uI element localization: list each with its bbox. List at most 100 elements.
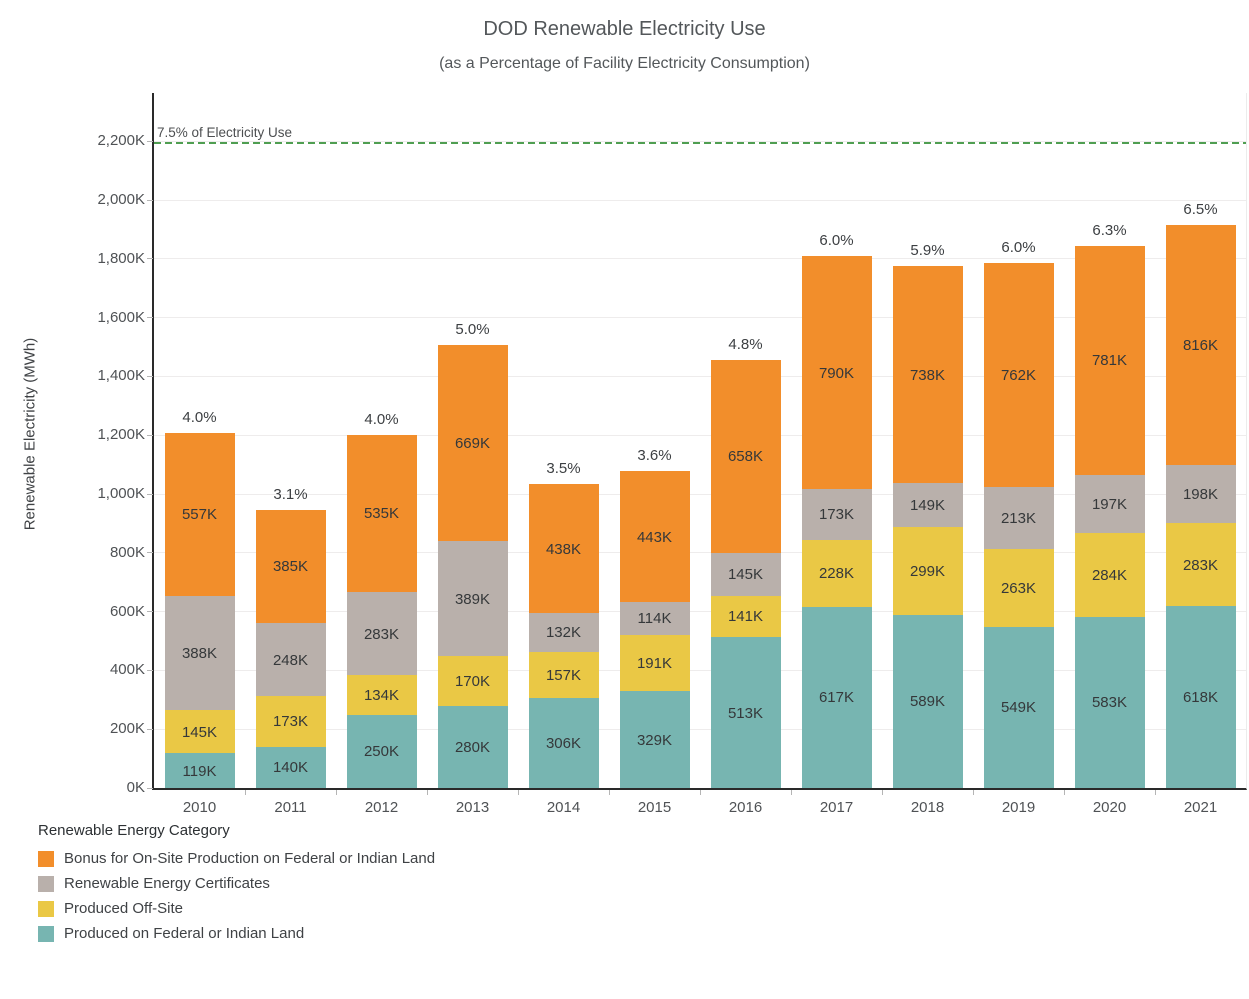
bar-segment[interactable]	[437, 344, 508, 542]
bar-segment[interactable]	[892, 483, 963, 527]
bar-segment[interactable]	[801, 539, 872, 607]
bar-segment[interactable]	[619, 635, 690, 692]
bar-segment[interactable]	[528, 613, 599, 652]
bar-segment[interactable]	[1074, 475, 1145, 534]
x-tick-label: 2020	[1092, 799, 1127, 816]
bar-segment[interactable]	[164, 596, 235, 711]
bar-segment[interactable]	[983, 262, 1054, 487]
bar-segment[interactable]	[346, 591, 417, 676]
bar-segment[interactable]	[710, 553, 781, 596]
x-axis-tick	[973, 790, 974, 795]
bar-segment[interactable]	[346, 675, 417, 715]
reference-line	[154, 141, 1246, 144]
bar-total-pct-label: 5.9%	[910, 242, 945, 260]
x-tick-label: 2013	[455, 799, 490, 816]
gridline	[154, 611, 1246, 613]
bar-segment[interactable]	[619, 471, 690, 602]
y-tick-label: 400K	[109, 661, 145, 679]
bar-segment[interactable]	[528, 484, 599, 614]
bar-segment[interactable]	[255, 695, 326, 747]
bar-segment[interactable]	[1165, 523, 1236, 607]
bar-segment[interactable]	[983, 626, 1054, 788]
bar-total-pct-label: 4.0%	[364, 410, 399, 428]
legend-swatch[interactable]	[38, 925, 54, 942]
bar-segment[interactable]	[346, 714, 417, 788]
bar-segment[interactable]	[892, 526, 963, 615]
x-tick-label: 2010	[182, 799, 217, 816]
bar-segment[interactable]	[528, 651, 599, 699]
gridline	[154, 199, 1246, 201]
legend-item[interactable]: Renewable Energy Certificates	[38, 871, 435, 896]
chart-title: DOD Renewable Electricity Use	[483, 18, 766, 40]
y-axis-title: Renewable Electricity (MWh)	[21, 337, 39, 531]
bar-segment[interactable]	[437, 541, 508, 656]
chart-subtitle: (as a Percentage of Facility Electricity…	[439, 55, 810, 72]
legend-item[interactable]: Produced on Federal or Indian Land	[38, 921, 435, 946]
gridline	[154, 669, 1246, 671]
bar-segment[interactable]	[164, 753, 235, 788]
y-axis-tick	[147, 611, 153, 613]
bar-segment[interactable]	[619, 601, 690, 636]
gridline	[154, 375, 1246, 377]
legend-item[interactable]: Produced Off-Site	[38, 896, 435, 921]
y-axis-tick	[147, 669, 153, 671]
bar-total-pct-label: 6.3%	[1092, 221, 1127, 239]
legend-swatch[interactable]	[38, 900, 54, 917]
bar-segment[interactable]	[1165, 606, 1236, 788]
bar-segment[interactable]	[437, 655, 508, 706]
x-tick-label: 2012	[364, 799, 399, 816]
bar-total-pct-label: 4.0%	[182, 408, 217, 426]
bar-segment[interactable]	[801, 488, 872, 540]
bar-segment[interactable]	[983, 486, 1054, 550]
y-tick-label: 200K	[109, 720, 145, 738]
legend-swatch[interactable]	[38, 875, 54, 892]
x-axis-tick	[791, 790, 792, 795]
bar-total-pct-label: 6.0%	[1001, 238, 1036, 256]
y-tick-label: 1,000K	[97, 485, 145, 503]
legend-swatch[interactable]	[38, 850, 54, 867]
bar-segment[interactable]	[892, 266, 963, 484]
legend-item-label: Produced Off-Site	[64, 900, 183, 917]
bar-segment[interactable]	[619, 691, 690, 788]
reference-line-label: 7.5% of Electricity Use	[157, 124, 293, 140]
legend-item-label: Bonus for On-Site Production on Federal …	[64, 850, 436, 867]
x-axis-tick	[427, 790, 428, 795]
gridline	[154, 434, 1246, 436]
bar-total-pct-label: 3.5%	[546, 460, 581, 478]
y-axis-tick	[147, 258, 153, 260]
y-axis-tick	[147, 375, 153, 377]
y-tick-label: 1,200K	[97, 426, 145, 444]
x-axis-tick	[609, 790, 610, 795]
bar-segment[interactable]	[801, 256, 872, 489]
gridline	[154, 493, 1246, 495]
bar-segment[interactable]	[164, 432, 235, 597]
bar-segment[interactable]	[983, 549, 1054, 627]
bar-segment[interactable]	[1165, 464, 1236, 524]
bar-segment[interactable]	[255, 509, 326, 624]
bar-segment[interactable]	[346, 434, 417, 592]
bar-segment[interactable]	[437, 705, 508, 788]
bar-segment[interactable]	[255, 746, 326, 788]
bar-segment[interactable]	[710, 637, 781, 788]
bar-segment[interactable]	[528, 698, 599, 788]
bar-segment[interactable]	[1074, 616, 1145, 788]
legend-item[interactable]: Bonus for On-Site Production on Federal …	[38, 846, 435, 871]
bar-segment[interactable]	[1074, 533, 1145, 617]
y-axis-tick	[147, 728, 153, 730]
y-tick-label: 600K	[109, 602, 145, 620]
plot-area: 0K 200K 400K 600K 800K 1,000K 1,200K 1,400K 1,60…	[97, 93, 1247, 816]
x-axis-tick	[336, 790, 337, 795]
bar-segment[interactable]	[1165, 225, 1236, 465]
y-tick-label: 2,200K	[97, 132, 145, 150]
bar-segment[interactable]	[710, 595, 781, 638]
y-tick-label: 1,600K	[97, 308, 145, 326]
gridline	[154, 258, 1246, 260]
bar-segment[interactable]	[892, 614, 963, 788]
bar-segment[interactable]	[710, 359, 781, 554]
bar-segment[interactable]	[801, 606, 872, 788]
bar-total-pct-label: 6.0%	[819, 232, 854, 250]
bar-segment[interactable]	[255, 623, 326, 696]
bar-segment[interactable]	[164, 710, 235, 754]
bar-segment[interactable]	[1074, 245, 1145, 476]
